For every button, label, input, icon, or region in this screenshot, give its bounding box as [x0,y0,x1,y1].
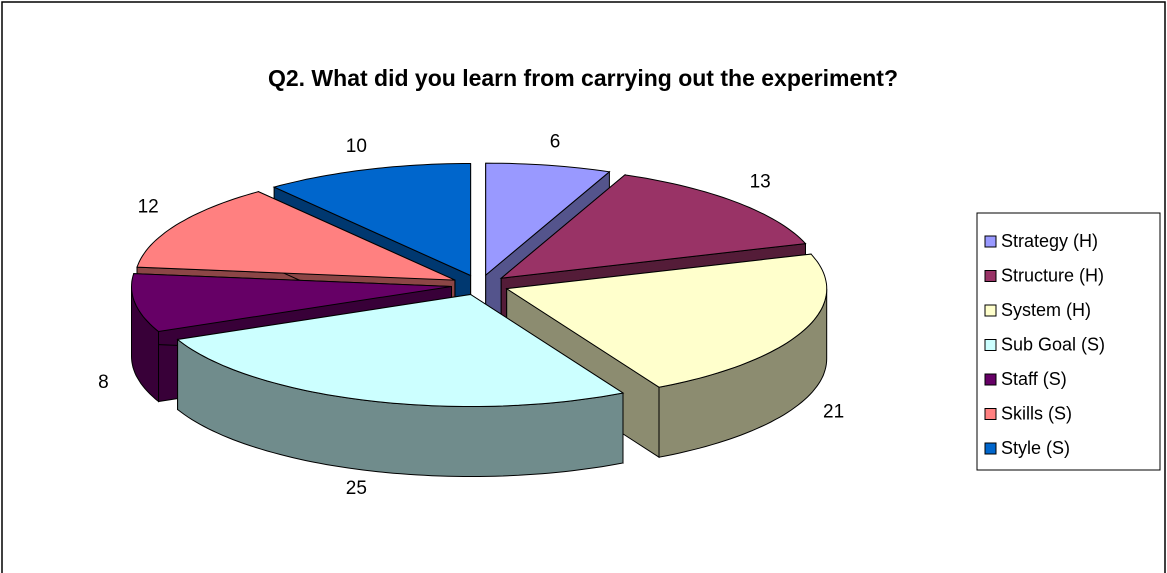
legend-label: Sub Goal (S) [1001,334,1105,354]
slice [130,273,452,333]
legend-swatch [984,235,997,248]
legend-label: Skills (S) [1001,403,1072,423]
legend-label: Style (S) [1001,438,1070,458]
slice [176,293,625,407]
legend-swatch [984,339,997,351]
legend-label: System (H) [1001,300,1091,320]
data-label: 25 [346,478,367,499]
slice [499,174,807,279]
slice [505,253,828,388]
slice [272,163,472,277]
data-label: 6 [550,131,561,152]
data-label: 13 [750,172,771,193]
data-label: 8 [98,372,109,393]
slice [485,162,611,277]
legend-label: Staff (S) [1001,369,1067,389]
slice [136,191,456,281]
data-label: 21 [823,401,844,422]
legend-box [976,212,1161,471]
legend-swatch [984,408,997,420]
chart-title: Q2. What did you learn from carrying out… [268,65,898,91]
legend-swatch [984,304,997,317]
legend-swatch [984,442,997,455]
data-label: 10 [346,136,367,157]
legend-label: Structure (H) [1001,265,1104,285]
data-label: 12 [138,197,159,218]
legend-label: Strategy (H) [1001,231,1098,251]
legend-swatch [984,270,997,282]
legend-swatch [984,373,997,386]
